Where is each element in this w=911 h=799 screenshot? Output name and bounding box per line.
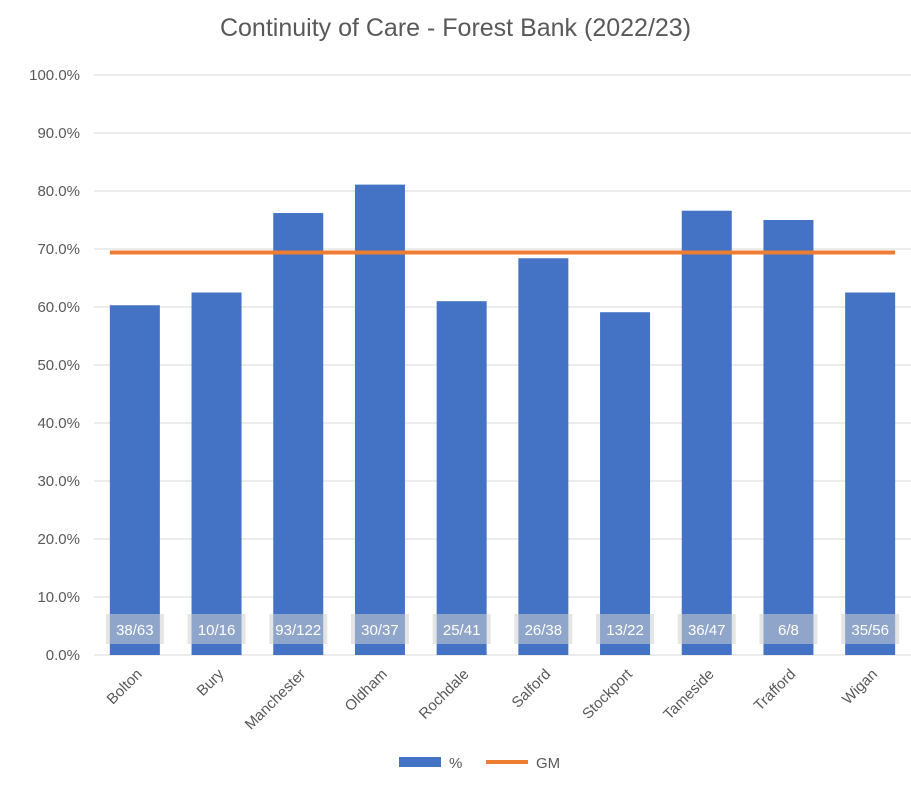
y-tick-label: 60.0% xyxy=(37,299,80,316)
data-label: 25/41 xyxy=(443,622,481,639)
y-tick-label: 70.0% xyxy=(37,241,80,258)
x-tick-label: Oldham xyxy=(342,666,391,715)
bars xyxy=(109,184,896,656)
data-label: 36/47 xyxy=(688,622,726,639)
x-tick-label: Trafford xyxy=(751,666,800,715)
data-label: 13/22 xyxy=(606,622,644,639)
data-label: 93/122 xyxy=(275,622,321,639)
bar xyxy=(436,301,487,655)
data-label-box xyxy=(596,614,655,644)
y-tick-label: 20.0% xyxy=(37,531,80,548)
y-tick-label: 40.0% xyxy=(37,415,80,432)
bar xyxy=(518,258,569,655)
legend-label: % xyxy=(449,755,462,772)
x-tick-label: Stockport xyxy=(579,665,636,722)
data-label: 6/8 xyxy=(778,622,799,639)
data-label: 30/37 xyxy=(361,622,399,639)
bar xyxy=(109,305,160,655)
x-tick-label: Salford xyxy=(509,666,555,712)
y-tick-label: 30.0% xyxy=(37,473,80,490)
data-label-box xyxy=(432,614,491,644)
bar xyxy=(273,213,324,656)
y-tick-label: 100.0% xyxy=(29,67,80,84)
y-axis-ticks: 0.0% 10.0% 20.0% 30.0% 40.0% 50.0% 60.0% 70.0% 8… xyxy=(29,67,80,664)
data-label: 26/38 xyxy=(525,622,563,639)
y-tick-label: 10.0% xyxy=(37,589,80,606)
data-label-box xyxy=(269,614,328,644)
data-label-box xyxy=(759,614,818,644)
x-tick-label: Tameside xyxy=(660,666,717,723)
data-label-box xyxy=(841,614,900,644)
x-axis-ticks: Bolton Bury Manchester Oldham Rochdale Salfor… xyxy=(104,665,881,733)
x-tick-label: Rochdale xyxy=(416,666,473,723)
y-tick-label: 0.0% xyxy=(46,647,80,664)
bar xyxy=(600,312,651,655)
data-label: 38/63 xyxy=(116,622,154,639)
x-tick-label: Wigan xyxy=(839,666,881,708)
data-label-box xyxy=(514,614,573,644)
data-label: 35/56 xyxy=(851,622,889,639)
legend-swatch-bar xyxy=(399,757,441,767)
bar xyxy=(845,292,896,655)
bar xyxy=(681,210,732,655)
bar xyxy=(354,184,405,655)
x-tick-label: Manchester xyxy=(242,666,309,733)
y-tick-label: 90.0% xyxy=(37,125,80,142)
y-tick-label: 80.0% xyxy=(37,183,80,200)
y-tick-label: 50.0% xyxy=(37,357,80,374)
data-label-box xyxy=(350,614,409,644)
legend-label: GM xyxy=(536,755,560,772)
bar xyxy=(763,220,814,655)
x-tick-label: Bury xyxy=(194,665,228,699)
data-labels: 38/63 10/16 93/122 30/37 25/41 26/38 13/22 36/4… xyxy=(105,614,900,644)
legend: % GM xyxy=(399,755,560,772)
chart-title: Continuity of Care - Forest Bank (2022/2… xyxy=(219,14,692,42)
data-label-box xyxy=(105,614,164,644)
data-label-box xyxy=(187,614,246,644)
data-label-box xyxy=(677,614,736,644)
x-tick-label: Bolton xyxy=(104,666,146,708)
data-label: 10/16 xyxy=(198,622,236,639)
bar xyxy=(191,292,242,655)
